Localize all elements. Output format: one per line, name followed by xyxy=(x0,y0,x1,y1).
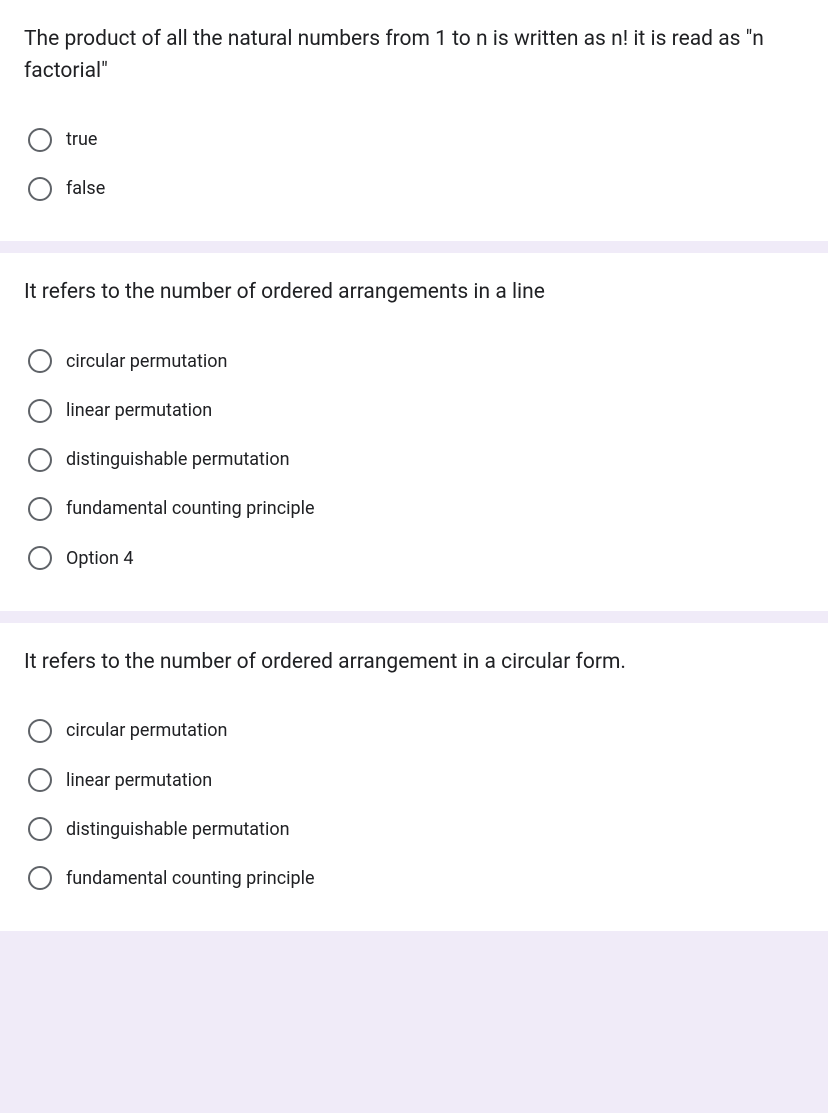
option-label: linear permutation xyxy=(66,768,212,793)
radio-icon xyxy=(28,448,52,472)
question-card-2: It refers to the number of ordered arran… xyxy=(0,253,828,610)
question-prompt: It refers to the number of ordered arran… xyxy=(24,647,804,679)
option-fundamental-counting-principle[interactable]: fundamental counting principle xyxy=(28,854,804,903)
options-group: true false xyxy=(24,115,804,213)
option-label: fundamental counting principle xyxy=(66,496,315,521)
option-label: fundamental counting principle xyxy=(66,866,315,891)
radio-icon xyxy=(28,128,52,152)
radio-icon xyxy=(28,719,52,743)
option-label: circular permutation xyxy=(66,349,227,374)
option-fundamental-counting-principle[interactable]: fundamental counting principle xyxy=(28,484,804,533)
option-false[interactable]: false xyxy=(28,164,804,213)
options-group: circular permutation linear permutation … xyxy=(24,337,804,583)
option-linear-permutation[interactable]: linear permutation xyxy=(28,386,804,435)
radio-icon xyxy=(28,177,52,201)
option-label: distinguishable permutation xyxy=(66,447,290,472)
radio-icon xyxy=(28,866,52,890)
option-label: circular permutation xyxy=(66,718,227,743)
question-prompt: The product of all the natural numbers f… xyxy=(24,24,804,87)
option-label: true xyxy=(66,127,97,152)
option-true[interactable]: true xyxy=(28,115,804,164)
option-label: linear permutation xyxy=(66,398,212,423)
option-linear-permutation[interactable]: linear permutation xyxy=(28,756,804,805)
option-label: false xyxy=(66,176,105,201)
option-distinguishable-permutation[interactable]: distinguishable permutation xyxy=(28,805,804,854)
radio-icon xyxy=(28,768,52,792)
radio-icon xyxy=(28,399,52,423)
radio-icon xyxy=(28,349,52,373)
radio-icon xyxy=(28,546,52,570)
option-label: Option 4 xyxy=(66,546,134,571)
radio-icon xyxy=(28,497,52,521)
question-card-3: It refers to the number of ordered arran… xyxy=(0,623,828,931)
option-circular-permutation[interactable]: circular permutation xyxy=(28,337,804,386)
option-circular-permutation[interactable]: circular permutation xyxy=(28,706,804,755)
question-card-1: The product of all the natural numbers f… xyxy=(0,0,828,241)
option-distinguishable-permutation[interactable]: distinguishable permutation xyxy=(28,435,804,484)
question-prompt: It refers to the number of ordered arran… xyxy=(24,277,804,309)
option-label: distinguishable permutation xyxy=(66,817,290,842)
radio-icon xyxy=(28,817,52,841)
options-group: circular permutation linear permutation … xyxy=(24,706,804,903)
option-option-4[interactable]: Option 4 xyxy=(28,534,804,583)
